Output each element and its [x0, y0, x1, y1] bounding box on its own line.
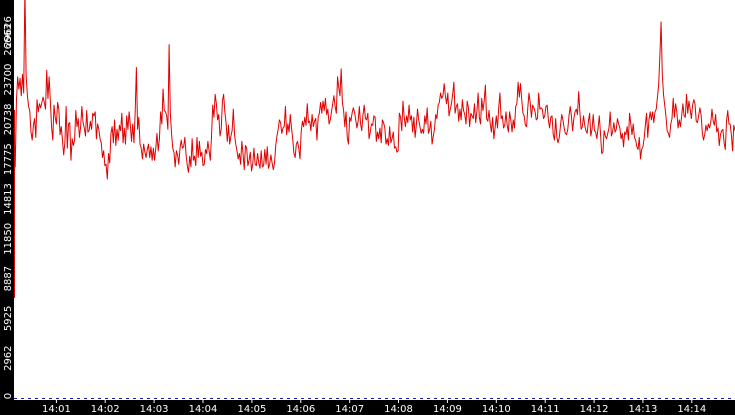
y-tick-label: 26663	[3, 24, 14, 56]
y-tick-label: 0	[3, 393, 14, 399]
series-layer	[13, 0, 735, 298]
y-tick-label: 17775	[3, 143, 14, 175]
x-tick-label: 14:08	[384, 404, 413, 415]
y-tick-label: 2962	[3, 345, 14, 370]
y-tick-label: 29626	[3, 16, 14, 48]
x-tick-label: 14:10	[482, 404, 511, 415]
x-tick-label: 14:06	[286, 404, 315, 415]
y-axis-band	[0, 0, 14, 400]
y-tick-label: 8887	[3, 266, 14, 291]
x-tick-label: 14:11	[531, 404, 560, 415]
x-tick-label: 14:03	[140, 404, 169, 415]
x-tick-label: 14:02	[91, 404, 120, 415]
x-tick-label: 14:13	[628, 404, 657, 415]
y-axis: 0 2962 5925 8887 11850 14813 17775 20738 23700 26…	[0, 0, 14, 400]
y-tick-label: 11850	[3, 223, 14, 255]
x-axis: 14:01 14:02 14:03 14:04 14:05 14:06 14:07 14:08…	[0, 400, 735, 415]
y-tick-label: 20738	[3, 103, 14, 135]
x-tick-label: 14:07	[335, 404, 364, 415]
y-tick-label: 5925	[3, 306, 14, 331]
series-line	[13, 0, 735, 180]
x-tick-label: 14:01	[42, 404, 71, 415]
x-tick-label: 14:14	[677, 404, 706, 415]
x-tick-label: 14:12	[580, 404, 609, 415]
y-tick-label: 14813	[3, 183, 14, 215]
x-axis-band	[0, 400, 735, 415]
x-tick-label: 14:04	[189, 404, 218, 415]
x-tick-label: 14:09	[433, 404, 462, 415]
y-tick-label: 23700	[3, 64, 14, 96]
x-tick-label: 14:05	[237, 404, 266, 415]
